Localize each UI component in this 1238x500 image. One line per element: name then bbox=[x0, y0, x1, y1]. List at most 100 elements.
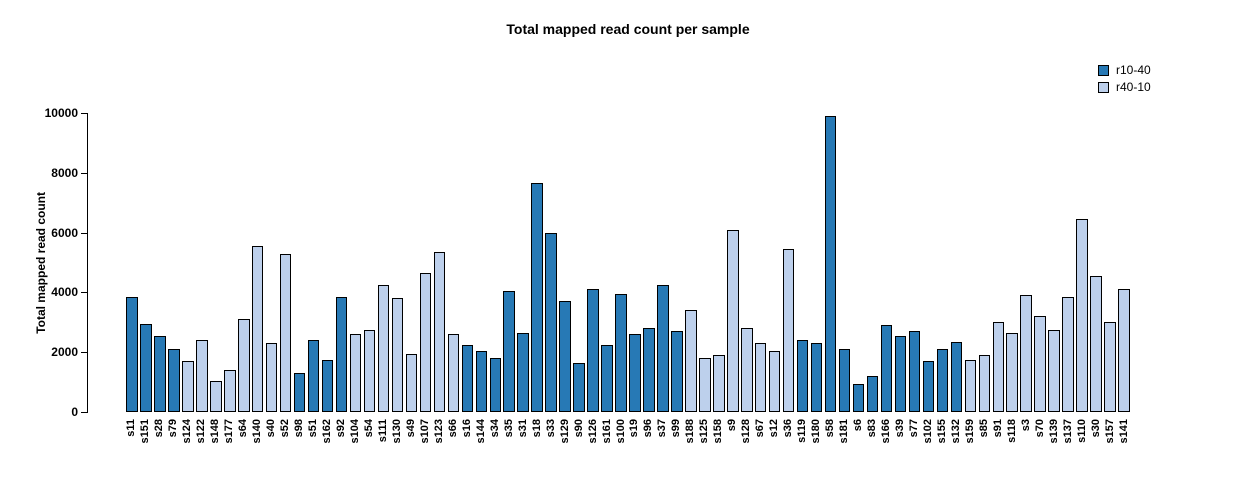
x-label-text: s83 bbox=[866, 419, 878, 438]
x-label-s161: s161 bbox=[600, 419, 614, 474]
bar-s51 bbox=[307, 340, 320, 412]
bar-s70 bbox=[1034, 316, 1046, 412]
x-label-s52: s52 bbox=[279, 419, 293, 474]
x-label-s54: s54 bbox=[363, 419, 377, 474]
y-tick-mark bbox=[81, 292, 87, 294]
bar-s92 bbox=[335, 297, 348, 412]
x-label-text: s77 bbox=[907, 419, 920, 438]
x-label-s66: s66 bbox=[446, 419, 460, 474]
x-label-text: s126 bbox=[586, 419, 599, 444]
x-label-s30: s30 bbox=[1089, 419, 1103, 474]
y-tick-mark bbox=[81, 172, 87, 174]
x-label-text: s58 bbox=[824, 419, 837, 438]
x-label-s102: s102 bbox=[921, 419, 935, 474]
legend-item-r10-40: r10-40 bbox=[1098, 63, 1151, 77]
legend-swatch-icon bbox=[1098, 64, 1109, 76]
x-label-s11: s11 bbox=[125, 419, 139, 474]
bar-s166 bbox=[880, 325, 893, 412]
x-label-text: s64 bbox=[237, 419, 250, 438]
x-label-text: s155 bbox=[935, 419, 948, 444]
x-label-text: s51 bbox=[307, 419, 320, 438]
x-label-text: s132 bbox=[949, 419, 962, 444]
x-label-s99: s99 bbox=[670, 419, 684, 474]
x-label-text: s180 bbox=[810, 419, 823, 444]
x-label-text: s33 bbox=[544, 419, 557, 438]
x-label-s34: s34 bbox=[488, 419, 502, 474]
x-label-text: s37 bbox=[656, 419, 669, 438]
bar-s39 bbox=[894, 336, 907, 412]
bar-s177 bbox=[224, 370, 236, 412]
x-label-s9: s9 bbox=[726, 419, 740, 474]
bar-s36 bbox=[782, 249, 795, 412]
bar-s110 bbox=[1076, 219, 1088, 412]
x-label-s40: s40 bbox=[265, 419, 279, 474]
x-label-text: s30 bbox=[1089, 419, 1102, 438]
x-label-text: s70 bbox=[1033, 419, 1046, 438]
x-label-s18: s18 bbox=[530, 419, 544, 474]
x-label-s91: s91 bbox=[991, 419, 1005, 474]
bar-s137 bbox=[1062, 297, 1074, 412]
x-label-s98: s98 bbox=[293, 419, 307, 474]
y-tick-label: 2000 bbox=[51, 345, 78, 360]
y-tick-mark bbox=[81, 412, 87, 413]
bar-s3 bbox=[1020, 295, 1032, 412]
y-tick-label: 8000 bbox=[51, 165, 78, 180]
bar-s122 bbox=[196, 340, 208, 412]
x-label-s70: s70 bbox=[1033, 419, 1047, 474]
bar-s30 bbox=[1090, 276, 1102, 412]
x-label-s6: s6 bbox=[852, 419, 866, 474]
x-label-text: s137 bbox=[1061, 419, 1074, 444]
x-label-text: s36 bbox=[782, 419, 795, 438]
plot-area bbox=[125, 113, 1131, 412]
x-label-s188: s188 bbox=[684, 419, 698, 474]
x-label-text: s140 bbox=[251, 419, 264, 444]
x-label-s162: s162 bbox=[321, 419, 335, 474]
bar-s49 bbox=[405, 354, 418, 412]
x-label-text: s49 bbox=[404, 419, 417, 438]
bar-s132 bbox=[950, 342, 963, 412]
x-label-text: s161 bbox=[600, 419, 613, 444]
x-label-text: s90 bbox=[572, 419, 585, 438]
bar-s107 bbox=[419, 273, 432, 412]
x-label-s77: s77 bbox=[907, 419, 921, 474]
x-label-s35: s35 bbox=[502, 419, 516, 474]
bar-s31 bbox=[517, 333, 529, 412]
x-label-s139: s139 bbox=[1047, 419, 1061, 474]
x-label-s79: s79 bbox=[167, 419, 181, 474]
x-label-s12: s12 bbox=[768, 419, 782, 474]
bar-s40 bbox=[265, 343, 278, 412]
legend-swatch-icon bbox=[1098, 81, 1109, 93]
x-label-text: s119 bbox=[796, 419, 809, 443]
bar-s128 bbox=[741, 328, 753, 412]
legend-label: r10-40 bbox=[1116, 63, 1151, 77]
x-label-s96: s96 bbox=[642, 419, 656, 474]
bar-s148 bbox=[210, 381, 222, 412]
x-label-text: s85 bbox=[977, 419, 990, 438]
x-label-s90: s90 bbox=[572, 419, 586, 474]
x-label-text: s166 bbox=[879, 419, 892, 444]
bar-s33 bbox=[545, 233, 557, 412]
x-label-s16: s16 bbox=[460, 419, 474, 474]
bar-s98 bbox=[293, 373, 306, 412]
bar-s119 bbox=[796, 340, 809, 412]
x-label-s123: s123 bbox=[432, 419, 446, 474]
bar-s18 bbox=[531, 183, 543, 412]
bar-s162 bbox=[321, 360, 334, 412]
x-label-text: s79 bbox=[167, 419, 180, 438]
x-label-s58: s58 bbox=[824, 419, 838, 474]
x-label-s28: s28 bbox=[153, 419, 167, 474]
x-label-s130: s130 bbox=[390, 419, 404, 474]
x-label-s180: s180 bbox=[810, 419, 824, 474]
x-label-s125: s125 bbox=[698, 419, 712, 474]
bar-s129 bbox=[559, 301, 571, 412]
x-label-s144: s144 bbox=[474, 419, 488, 474]
x-label-text: s92 bbox=[335, 419, 348, 438]
bar-s99 bbox=[671, 331, 683, 412]
bar-s151 bbox=[140, 324, 152, 412]
legend: r10-40 r40-10 bbox=[1098, 63, 1151, 94]
x-label-text: s9 bbox=[726, 419, 739, 432]
bar-s12 bbox=[768, 351, 781, 412]
y-tick-label: 6000 bbox=[51, 225, 78, 240]
x-label-text: s151 bbox=[139, 419, 152, 444]
x-label-s104: s104 bbox=[349, 419, 363, 474]
